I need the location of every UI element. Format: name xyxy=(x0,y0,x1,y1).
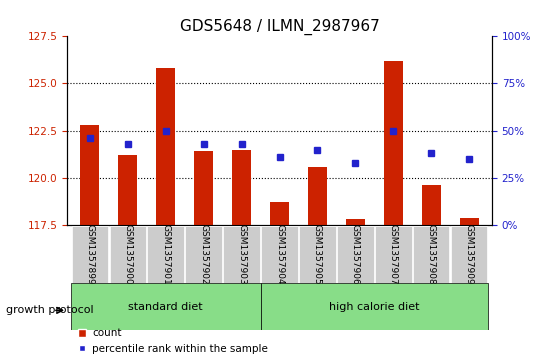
Bar xyxy=(80,125,100,225)
Text: GSM1357905: GSM1357905 xyxy=(313,224,322,285)
FancyBboxPatch shape xyxy=(260,283,488,330)
Bar xyxy=(270,203,289,225)
Text: standard diet: standard diet xyxy=(129,302,203,312)
Bar xyxy=(384,61,403,225)
FancyBboxPatch shape xyxy=(299,226,335,283)
Text: GSM1357902: GSM1357902 xyxy=(199,224,208,285)
Text: GSM1357904: GSM1357904 xyxy=(275,224,284,285)
Bar xyxy=(421,185,440,225)
FancyBboxPatch shape xyxy=(186,226,222,283)
FancyBboxPatch shape xyxy=(71,283,260,330)
FancyBboxPatch shape xyxy=(413,226,449,283)
Text: GSM1357908: GSM1357908 xyxy=(427,224,435,285)
FancyBboxPatch shape xyxy=(224,226,260,283)
Text: growth protocol: growth protocol xyxy=(6,305,93,315)
Text: high calorie diet: high calorie diet xyxy=(329,302,420,312)
Text: GSM1357906: GSM1357906 xyxy=(351,224,360,285)
Bar xyxy=(346,219,365,225)
FancyBboxPatch shape xyxy=(337,226,373,283)
Bar xyxy=(308,167,327,225)
FancyBboxPatch shape xyxy=(148,226,184,283)
Text: GSM1357899: GSM1357899 xyxy=(86,224,94,285)
Text: GSM1357903: GSM1357903 xyxy=(237,224,246,285)
Text: GSM1357909: GSM1357909 xyxy=(465,224,473,285)
Bar xyxy=(156,68,175,225)
FancyBboxPatch shape xyxy=(261,226,298,283)
Bar xyxy=(232,150,251,225)
Text: GSM1357900: GSM1357900 xyxy=(124,224,132,285)
Text: GSM1357907: GSM1357907 xyxy=(389,224,398,285)
FancyBboxPatch shape xyxy=(72,226,108,283)
Bar xyxy=(119,155,138,225)
FancyBboxPatch shape xyxy=(451,226,487,283)
Text: GSM1357901: GSM1357901 xyxy=(161,224,170,285)
Title: GDS5648 / ILMN_2987967: GDS5648 / ILMN_2987967 xyxy=(179,19,380,35)
FancyBboxPatch shape xyxy=(110,226,146,283)
Bar xyxy=(459,217,479,225)
Bar xyxy=(194,151,213,225)
Legend: count, percentile rank within the sample: count, percentile rank within the sample xyxy=(72,324,272,358)
FancyBboxPatch shape xyxy=(375,226,411,283)
